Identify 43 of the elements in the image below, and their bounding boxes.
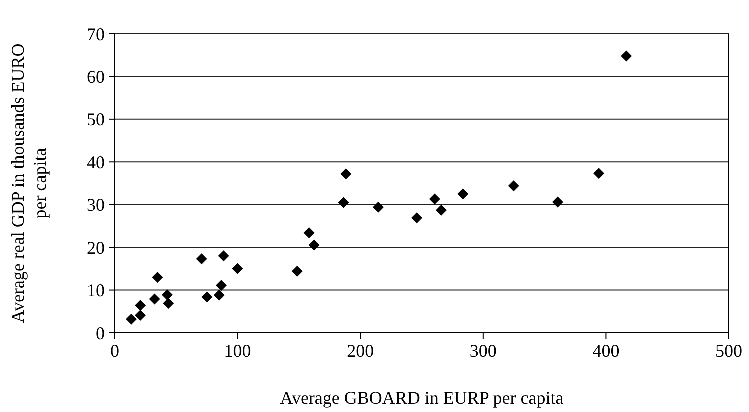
point	[338, 197, 350, 208]
point	[308, 240, 320, 251]
x-axis-title: Average GBOARD in EURP per capita	[280, 388, 564, 408]
point	[373, 202, 384, 213]
y-tick-label: 60	[87, 67, 105, 88]
point	[202, 292, 213, 303]
y-tick-label: 50	[87, 110, 105, 130]
point	[149, 294, 160, 305]
y-tick-label: 0	[96, 323, 105, 344]
point	[552, 196, 564, 208]
point	[135, 310, 146, 321]
point	[594, 168, 605, 180]
point	[411, 212, 422, 224]
y-tick-label: 10	[87, 280, 105, 301]
x-tick-label: 0	[110, 341, 120, 361]
point	[621, 50, 632, 62]
point	[135, 300, 146, 312]
point	[152, 272, 164, 283]
point	[163, 298, 174, 310]
y-tick-label: 20	[87, 238, 105, 258]
point	[429, 194, 440, 205]
point	[304, 228, 315, 239]
x-tick-label: 500	[716, 341, 742, 361]
y-axis-title: Average real GDP in thousands EURO per capita	[8, 44, 50, 324]
point	[292, 266, 303, 277]
x-tick-label: 300	[470, 341, 497, 361]
x-tick-label: 200	[347, 341, 374, 361]
point	[232, 263, 244, 274]
point	[218, 250, 230, 262]
point	[196, 254, 208, 265]
point	[436, 204, 448, 216]
x-tick-label: 400	[592, 341, 620, 361]
point	[214, 290, 225, 301]
point	[162, 289, 173, 300]
y-tick-label: 70	[87, 24, 105, 44]
x-tick-label: 100	[224, 341, 252, 361]
point	[508, 180, 520, 192]
point	[126, 314, 138, 325]
y-tick-label: 30	[87, 195, 105, 216]
y-tick-label: 40	[87, 152, 105, 172]
point	[216, 280, 227, 292]
point	[458, 188, 469, 200]
point	[340, 168, 352, 180]
